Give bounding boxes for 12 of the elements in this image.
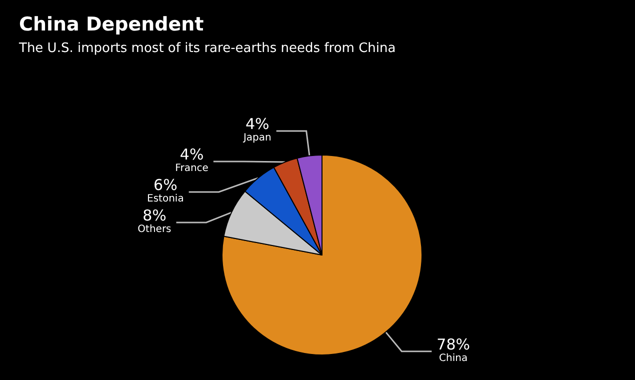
data-label: 8% (142, 206, 166, 224)
slice-label: Others (138, 224, 172, 235)
slice-label: China (439, 352, 468, 364)
data-label: 4% (245, 114, 270, 133)
slice-label: France (175, 162, 208, 174)
slice-label: Estonia (147, 193, 184, 204)
data-label: 78% (436, 335, 470, 354)
slice-label: Japan (242, 132, 272, 144)
data-label: 4% (180, 145, 204, 164)
chart-subtitle: The U.S. imports most of its rare-earths needs from China (18, 41, 396, 56)
data-label: 6% (154, 176, 178, 194)
chart-title: China Dependent (19, 14, 204, 36)
